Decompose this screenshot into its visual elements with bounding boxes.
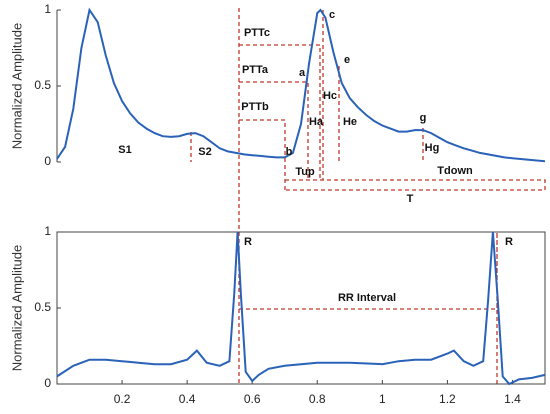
annotation: e: [344, 54, 350, 66]
y-axis-label: Normalized Amplitude: [9, 23, 24, 149]
x-tick-label: 0.2: [114, 392, 131, 406]
annotation: Hc: [323, 90, 337, 102]
line: [56, 7, 546, 163]
ptta-line: [239, 81, 309, 180]
annotation: c: [329, 9, 335, 21]
pttb-line: [239, 119, 286, 190]
x-tick-label: 1.2: [439, 392, 456, 406]
rr-line: [239, 232, 498, 384]
x-tick-label: 1.4: [504, 392, 521, 406]
annotation: Ha: [309, 116, 324, 128]
annotation: S1: [118, 144, 131, 156]
annotation: a: [299, 67, 306, 79]
y-tick-label: 1: [44, 224, 51, 238]
annotation: He: [343, 116, 357, 128]
annotation: R: [505, 236, 513, 248]
annotation: Tup: [295, 166, 315, 178]
annotation: PTTa: [242, 64, 269, 76]
y-axis-label: Normalized Amplitude: [9, 245, 24, 371]
annotation: Tdown: [437, 165, 473, 177]
y-tick-label: 0.5: [34, 300, 51, 314]
annotation: T: [407, 193, 414, 205]
x-tick-label: 0.4: [179, 392, 196, 406]
annotation: S2: [198, 146, 211, 158]
annotation: Hg: [425, 142, 440, 154]
annotation: R: [244, 236, 252, 248]
annotation: PTTb: [241, 101, 269, 113]
pttc-line: [239, 44, 321, 180]
annotation: PTTc: [244, 27, 270, 39]
y-tick-label: 0: [44, 154, 51, 168]
y-tick-label: 0.5: [34, 78, 51, 92]
y-tick-label: 1: [44, 2, 51, 16]
annotation: g: [420, 112, 427, 124]
annotation: b: [286, 146, 293, 158]
annotation: RR Interval: [338, 292, 396, 304]
x-tick-label: 1: [379, 392, 386, 406]
t-lines: [285, 179, 546, 191]
annotation-lines: [190, 8, 546, 384]
line: [56, 231, 546, 386]
x-tick-label: 0.8: [309, 392, 326, 406]
x-tick-label: 0.6: [244, 392, 261, 406]
y-tick-label: 0: [44, 376, 51, 390]
